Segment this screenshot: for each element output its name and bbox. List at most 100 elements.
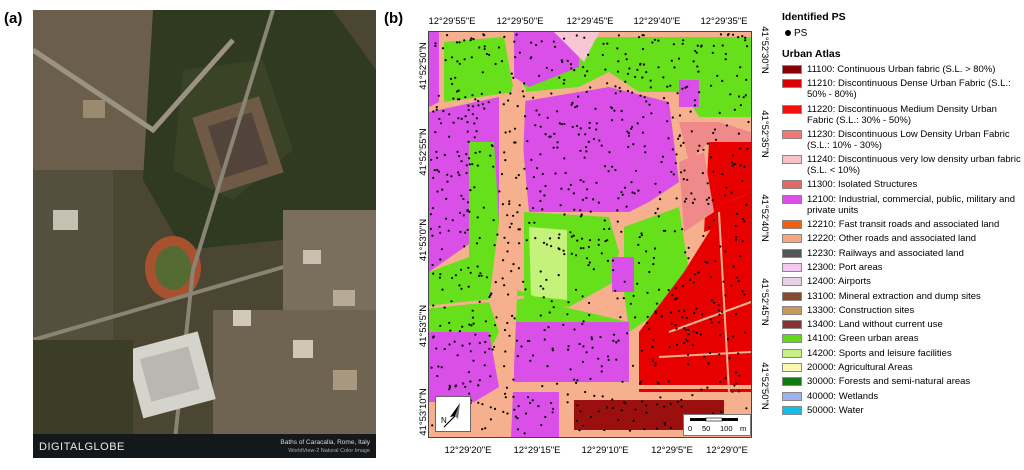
panel-a-label: (a) bbox=[4, 10, 23, 27]
ps-point bbox=[696, 65, 699, 68]
ps-point bbox=[580, 237, 584, 240]
ps-point bbox=[600, 144, 603, 147]
ps-point bbox=[549, 135, 552, 138]
legend-swatch bbox=[782, 129, 802, 139]
ps-point bbox=[526, 339, 529, 343]
legend-swatch bbox=[782, 65, 802, 74]
ps-point bbox=[633, 192, 636, 195]
bottom-tick-5: 12°29'0"E bbox=[706, 445, 748, 456]
legend-item: 13100: Mineral extraction and dump sites bbox=[782, 291, 1022, 302]
ps-point bbox=[617, 418, 620, 421]
ps-point bbox=[569, 231, 572, 234]
top-tick-5: 12°29'35"E bbox=[700, 16, 748, 27]
ps-point bbox=[585, 146, 588, 149]
ps-point bbox=[467, 371, 471, 374]
ps-point bbox=[516, 355, 519, 358]
ps-point bbox=[512, 263, 515, 266]
ps-point bbox=[584, 133, 587, 136]
ps-point bbox=[506, 214, 509, 217]
ps-point bbox=[579, 127, 582, 130]
ps-point bbox=[617, 339, 620, 342]
ps-point bbox=[687, 257, 690, 260]
ps-point bbox=[578, 342, 581, 346]
ps-point bbox=[606, 239, 609, 242]
legend-item: 11230: Discontinuous Low Density Urban F… bbox=[782, 129, 1022, 151]
ps-point bbox=[705, 198, 708, 201]
ps-point bbox=[667, 289, 670, 292]
ps-point bbox=[675, 297, 678, 300]
ps-point bbox=[450, 56, 454, 59]
ps-point bbox=[627, 145, 630, 149]
ps-point bbox=[508, 202, 511, 205]
ps-point bbox=[552, 407, 555, 410]
ps-point bbox=[643, 96, 646, 99]
ps-point bbox=[595, 128, 598, 131]
ps-point bbox=[502, 410, 505, 413]
ps-point bbox=[682, 141, 685, 144]
ps-point bbox=[714, 260, 717, 263]
ps-point bbox=[431, 263, 434, 267]
ps-point bbox=[430, 366, 433, 369]
ps-point bbox=[734, 224, 737, 228]
ps-point bbox=[719, 380, 722, 383]
ps-point bbox=[566, 393, 569, 396]
ps-point bbox=[477, 104, 480, 107]
ps-point bbox=[718, 321, 721, 324]
ps-point bbox=[697, 271, 700, 274]
north-label: N bbox=[441, 416, 447, 425]
legend-label: 14200: Sports and leisure facilities bbox=[807, 347, 952, 359]
ps-point bbox=[469, 39, 472, 42]
industrial-small-right bbox=[612, 257, 634, 292]
ps-point bbox=[600, 365, 603, 368]
ps-point bbox=[483, 107, 486, 110]
ps-point bbox=[579, 247, 582, 250]
ps-point bbox=[489, 375, 492, 378]
ps-point bbox=[460, 194, 463, 197]
ps-point bbox=[672, 173, 675, 176]
legend-item: 11220: Discontinuous Medium Density Urba… bbox=[782, 104, 1022, 126]
ps-point bbox=[491, 348, 494, 351]
ps-point bbox=[700, 388, 703, 391]
ps-point bbox=[613, 109, 616, 112]
ps-point bbox=[448, 343, 451, 346]
ps-point bbox=[692, 60, 695, 63]
ps-point bbox=[626, 72, 630, 75]
ps-point bbox=[484, 320, 487, 323]
ps-point bbox=[559, 204, 562, 207]
ps-point bbox=[685, 197, 688, 200]
ps-point bbox=[659, 396, 662, 399]
ps-point bbox=[556, 146, 559, 149]
legend-label: 11210: Discontinuous Dense Urban Fabric … bbox=[807, 78, 1011, 101]
ps-point bbox=[466, 208, 469, 212]
ps-point bbox=[693, 312, 696, 315]
ps-point bbox=[507, 99, 510, 102]
ps-point bbox=[529, 359, 532, 362]
ps-point bbox=[702, 148, 705, 151]
ps-point bbox=[542, 241, 546, 244]
ps-point bbox=[580, 213, 583, 216]
ps-point bbox=[503, 151, 506, 154]
ps-point bbox=[610, 107, 614, 110]
ps-point bbox=[744, 331, 747, 334]
ps-point bbox=[540, 40, 543, 43]
ps-point bbox=[696, 149, 700, 152]
ps-point bbox=[530, 56, 533, 59]
ps-point bbox=[588, 239, 592, 242]
ps-dot-icon bbox=[785, 30, 791, 37]
ps-point bbox=[587, 264, 590, 267]
ps-point bbox=[706, 261, 709, 264]
ps-point bbox=[458, 155, 461, 158]
ps-point bbox=[552, 146, 555, 149]
ps-point bbox=[484, 340, 487, 344]
ps-point bbox=[542, 287, 545, 290]
ps-point bbox=[678, 114, 682, 117]
ps-point bbox=[687, 246, 690, 249]
ps-point bbox=[646, 291, 649, 294]
ps-point bbox=[441, 47, 445, 50]
ps-point bbox=[626, 332, 629, 335]
ps-point bbox=[445, 217, 448, 220]
ps-point bbox=[625, 205, 628, 208]
ps-point bbox=[639, 62, 642, 65]
ps-point bbox=[741, 35, 744, 38]
ps-point bbox=[467, 285, 470, 288]
